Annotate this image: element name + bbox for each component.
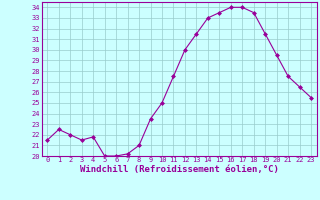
X-axis label: Windchill (Refroidissement éolien,°C): Windchill (Refroidissement éolien,°C) [80,165,279,174]
